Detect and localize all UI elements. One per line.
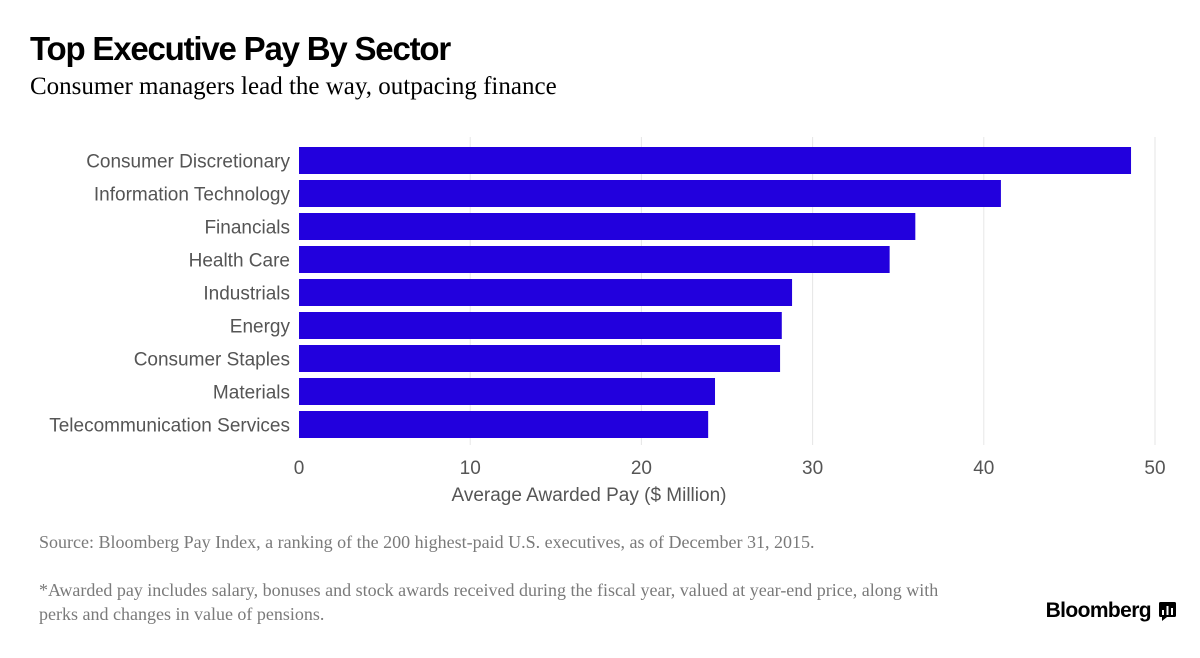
bar: [299, 345, 781, 372]
x-axis-label: Average Awarded Pay ($ Million): [452, 485, 727, 506]
brand-logo: Bloomberg: [1046, 599, 1176, 623]
bar: [299, 312, 782, 339]
category-label: Industrials: [203, 284, 290, 305]
category-label: Financials: [204, 218, 290, 239]
x-tick-label: 10: [460, 458, 481, 479]
bar-chart: Consumer Discretionary Information Techno…: [49, 137, 1166, 506]
bar: [299, 411, 709, 438]
bar: [299, 246, 890, 273]
x-tick-label: 40: [973, 458, 994, 479]
category-label: Energy: [230, 317, 291, 338]
x-tick-label: 20: [631, 458, 652, 479]
source-note: Source: Bloomberg Pay Index, a ranking o…: [39, 532, 815, 552]
bars: [299, 147, 1132, 438]
x-tick-labels: 0 10 20 30 40 50: [294, 458, 1166, 479]
chart-subtitle: Consumer managers lead the way, outpacin…: [30, 73, 557, 100]
category-label: Telecommunication Services: [49, 416, 290, 437]
bar: [299, 378, 716, 405]
category-label: Information Technology: [94, 185, 291, 206]
brand-name: Bloomberg: [1045, 599, 1152, 622]
category-label: Consumer Staples: [134, 350, 290, 371]
footnote: *Awarded pay includes salary, bonuses an…: [39, 580, 939, 624]
bar: [299, 180, 1001, 207]
category-labels: Consumer Discretionary Information Techno…: [49, 152, 290, 437]
bar: [299, 147, 1132, 174]
category-label: Consumer Discretionary: [86, 152, 290, 173]
chart-title: Top Executive Pay By Sector: [30, 30, 451, 67]
x-tick-label: 50: [1144, 458, 1165, 479]
category-label: Health Care: [189, 251, 290, 272]
x-tick-label: 0: [294, 458, 305, 479]
x-tick-label: 30: [802, 458, 823, 479]
bloomberg-terminal-icon: [1159, 601, 1176, 621]
bar: [299, 279, 793, 306]
category-label: Materials: [213, 383, 290, 404]
bar: [299, 213, 916, 240]
